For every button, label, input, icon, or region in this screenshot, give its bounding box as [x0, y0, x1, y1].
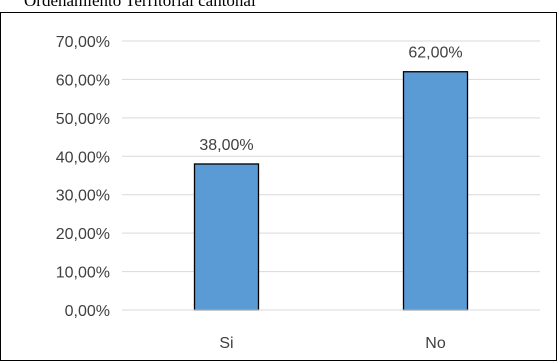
x-tick-label-no: No	[425, 335, 446, 352]
y-axis-tick-labels: 0,00% 10,00% 20,00% 30,00% 40,00% 50,00% 60,00…	[56, 34, 110, 320]
y-tick-label: 40,00%	[56, 149, 110, 166]
y-tick-label: 30,00%	[56, 188, 110, 205]
bar-no	[404, 72, 468, 310]
y-tick-label: 0,00%	[65, 303, 110, 320]
x-axis-tick-labels: Si No	[219, 335, 445, 352]
x-tick-label-si: Si	[219, 335, 233, 352]
y-tick-label: 10,00%	[56, 265, 110, 282]
y-tick-label: 20,00%	[56, 226, 110, 243]
y-tick-label: 60,00%	[56, 72, 110, 89]
data-label-si: 38,00%	[199, 137, 253, 154]
bars	[195, 72, 468, 310]
data-label-no: 62,00%	[408, 45, 462, 62]
y-tick-label: 70,00%	[56, 34, 110, 51]
y-tick-label: 50,00%	[56, 111, 110, 128]
bar-si	[195, 164, 259, 310]
gridlines	[122, 41, 540, 272]
